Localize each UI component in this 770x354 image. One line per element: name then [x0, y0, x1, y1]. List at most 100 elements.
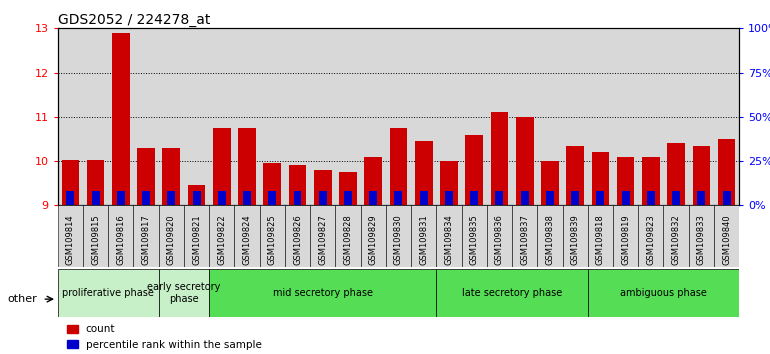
Bar — [289, 166, 306, 205]
Bar — [58, 205, 83, 267]
Text: GSM109828: GSM109828 — [343, 215, 353, 266]
Bar — [310, 205, 336, 267]
Bar — [394, 191, 403, 205]
Bar — [159, 269, 209, 317]
Text: GSM109818: GSM109818 — [596, 215, 605, 266]
Bar — [209, 269, 437, 317]
Bar — [664, 28, 688, 205]
Bar — [718, 139, 735, 205]
Bar — [234, 205, 259, 267]
Text: GSM109837: GSM109837 — [521, 215, 529, 266]
Bar — [319, 191, 326, 205]
Legend: count, percentile rank within the sample: count, percentile rank within the sample — [63, 320, 266, 354]
Bar — [167, 191, 176, 205]
Bar — [420, 191, 427, 205]
Bar — [390, 128, 407, 205]
Bar — [285, 205, 310, 267]
Bar — [487, 28, 512, 205]
Bar — [263, 163, 281, 205]
Bar — [87, 160, 105, 205]
Bar — [58, 28, 83, 205]
Text: GSM109827: GSM109827 — [318, 215, 327, 266]
Text: GSM109826: GSM109826 — [293, 215, 302, 266]
Bar — [688, 205, 714, 267]
Bar — [336, 28, 360, 205]
Bar — [137, 148, 155, 205]
Bar — [109, 28, 133, 205]
Bar — [364, 157, 382, 205]
Bar — [213, 128, 231, 205]
Text: GDS2052 / 224278_at: GDS2052 / 224278_at — [58, 13, 210, 27]
Bar — [209, 205, 234, 267]
Bar — [722, 191, 731, 205]
Bar — [487, 205, 512, 267]
Bar — [386, 28, 411, 205]
Text: GSM109830: GSM109830 — [394, 215, 403, 266]
Bar — [360, 28, 386, 205]
Bar — [588, 28, 613, 205]
Bar — [541, 161, 559, 205]
Text: GSM109820: GSM109820 — [167, 215, 176, 265]
Bar — [698, 191, 705, 205]
Bar — [621, 191, 630, 205]
Bar — [184, 205, 209, 267]
Bar — [537, 28, 563, 205]
Bar — [133, 205, 159, 267]
Bar — [188, 185, 206, 205]
Bar — [386, 205, 411, 267]
Bar — [668, 143, 685, 205]
Text: GSM109825: GSM109825 — [268, 215, 276, 265]
Text: GSM109836: GSM109836 — [495, 215, 504, 266]
Bar — [218, 191, 226, 205]
Bar — [571, 191, 579, 205]
Bar — [692, 145, 710, 205]
Bar — [465, 135, 483, 205]
Bar — [512, 205, 537, 267]
Bar — [310, 28, 336, 205]
Bar — [344, 191, 352, 205]
Bar — [688, 28, 714, 205]
Bar — [563, 28, 588, 205]
Bar — [162, 148, 180, 205]
Bar — [461, 205, 487, 267]
Text: GSM109840: GSM109840 — [722, 215, 731, 265]
Bar — [109, 205, 133, 267]
Bar — [259, 205, 285, 267]
Bar — [293, 191, 302, 205]
Text: GSM109831: GSM109831 — [419, 215, 428, 266]
Bar — [192, 191, 200, 205]
Bar — [672, 191, 680, 205]
Text: GSM109819: GSM109819 — [621, 215, 630, 265]
Bar — [563, 205, 588, 267]
Text: GSM109817: GSM109817 — [142, 215, 151, 266]
Text: late secretory phase: late secretory phase — [462, 288, 562, 298]
Text: GSM109829: GSM109829 — [369, 215, 378, 265]
Bar — [133, 28, 159, 205]
Text: GSM109822: GSM109822 — [217, 215, 226, 265]
Bar — [360, 205, 386, 267]
Text: early secretory
phase: early secretory phase — [147, 282, 221, 304]
Bar — [546, 191, 554, 205]
Bar — [437, 205, 461, 267]
Bar — [370, 191, 377, 205]
Bar — [83, 28, 109, 205]
Bar — [664, 205, 688, 267]
Text: GSM109832: GSM109832 — [671, 215, 681, 266]
Bar — [440, 161, 458, 205]
Bar — [184, 28, 209, 205]
Bar — [461, 28, 487, 205]
Bar — [336, 205, 360, 267]
Bar — [617, 157, 634, 205]
Bar — [411, 28, 437, 205]
Bar — [566, 145, 584, 205]
Bar — [512, 28, 537, 205]
Bar — [415, 141, 433, 205]
Bar — [588, 205, 613, 267]
Text: GSM109814: GSM109814 — [66, 215, 75, 265]
Bar — [516, 117, 534, 205]
Bar — [159, 28, 184, 205]
Text: GSM109823: GSM109823 — [646, 215, 655, 266]
Bar — [495, 191, 504, 205]
Text: GSM109833: GSM109833 — [697, 215, 706, 266]
Bar — [92, 191, 99, 205]
